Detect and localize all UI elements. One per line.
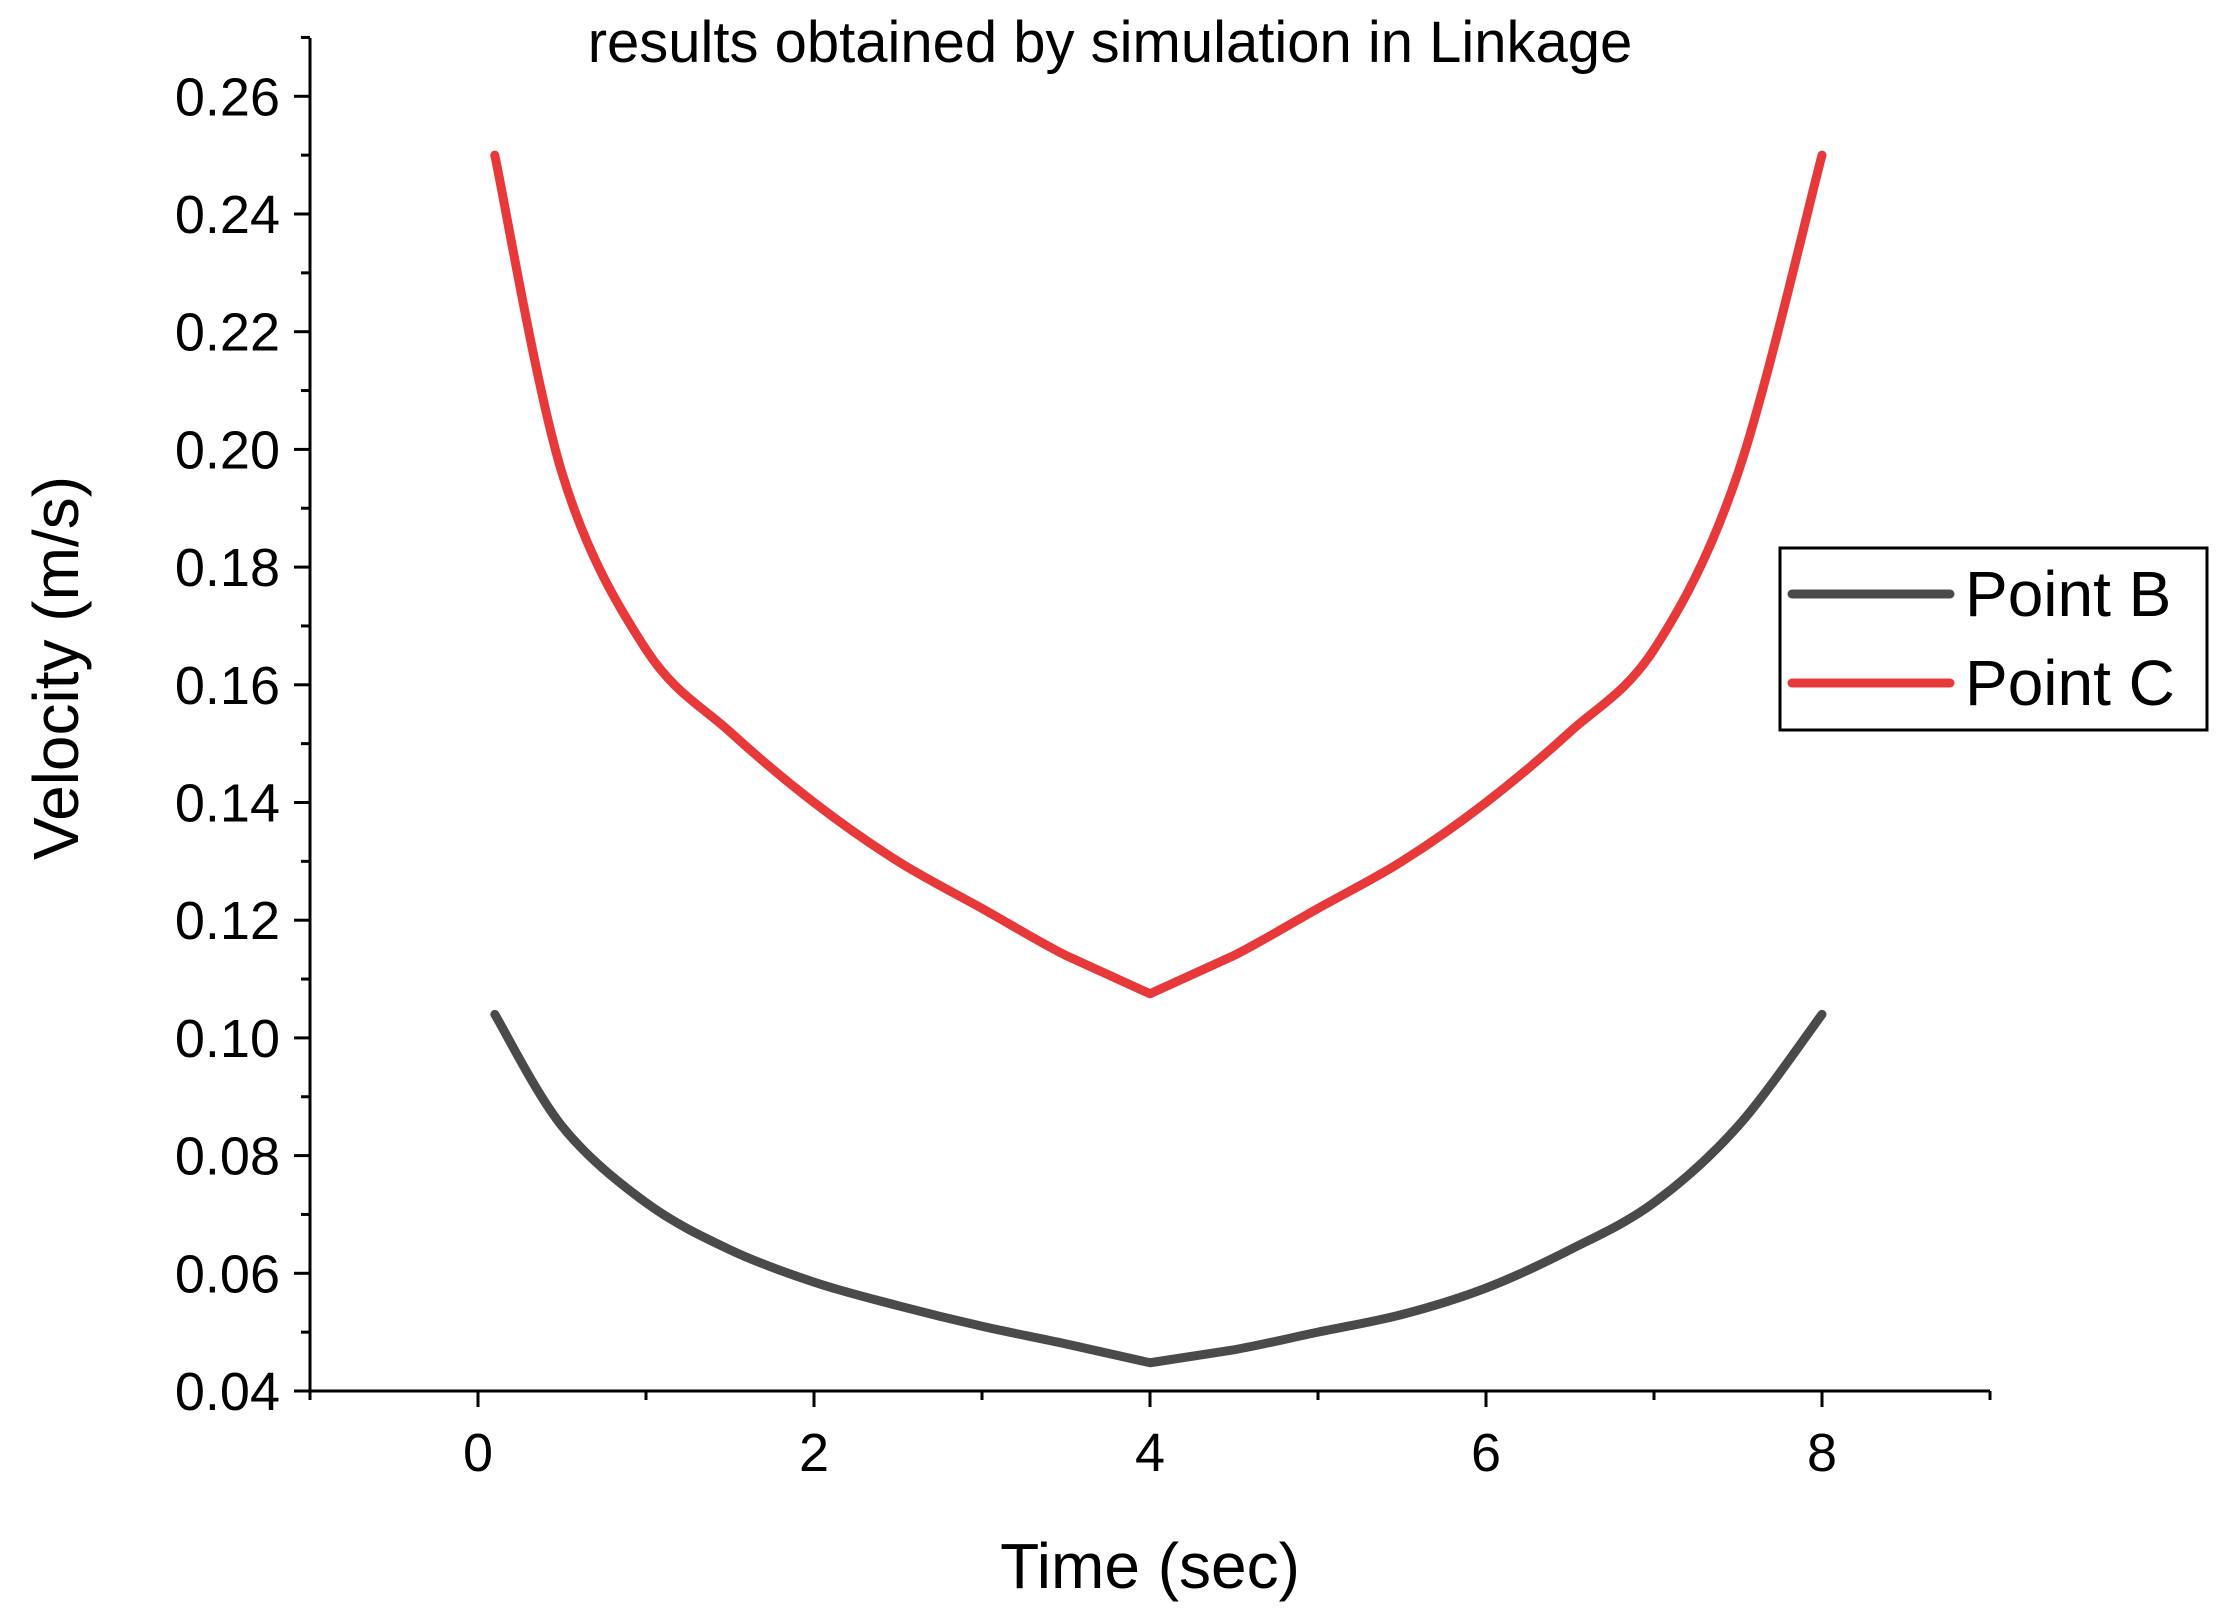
x-tick-label: 8	[1807, 1423, 1837, 1483]
y-tick-label: 0.16	[175, 656, 280, 716]
y-tick-label: 0.04	[175, 1362, 280, 1422]
y-tick-label: 0.26	[175, 67, 280, 127]
x-tick-label: 0	[463, 1423, 493, 1483]
x-tick-label: 2	[799, 1423, 829, 1483]
y-tick-label: 0.14	[175, 774, 280, 834]
y-axis: 0.04 0.06 0.08 0.10 0.12 0.14 0.16 0.18 0.20 0.22…	[175, 35, 312, 1422]
y-tick-label: 0.24	[175, 185, 280, 245]
y-tick-label: 0.22	[175, 303, 280, 363]
series-layer	[490, 150, 1827, 1368]
chart-title: results obtained by simulation in Linkag…	[588, 10, 1633, 75]
x-tick-label: 4	[1135, 1423, 1165, 1483]
legend-label-point-b: Point B	[1965, 558, 2171, 630]
y-tick-label: 0.06	[175, 1244, 280, 1304]
y-axis-label: Velocity (m/s)	[20, 476, 92, 860]
legend-box	[1778, 546, 2209, 732]
series-line-point-c	[490, 150, 1827, 999]
y-tick-label: 0.20	[175, 420, 280, 480]
legend: Point B Point C	[1778, 546, 2209, 732]
y-tick-label: 0.08	[175, 1127, 280, 1187]
y-tick-label: 0.10	[175, 1009, 280, 1069]
y-tick-label: 0.18	[175, 538, 280, 598]
x-axis-label: Time (sec)	[1000, 1530, 1300, 1602]
legend-label-point-c: Point C	[1965, 647, 2175, 719]
series-line-point-b	[490, 1009, 1827, 1368]
y-tick-label: 0.12	[175, 891, 280, 951]
x-tick-label: 6	[1471, 1423, 1501, 1483]
x-axis: 0 2 4 6 8	[308, 1389, 1992, 1483]
